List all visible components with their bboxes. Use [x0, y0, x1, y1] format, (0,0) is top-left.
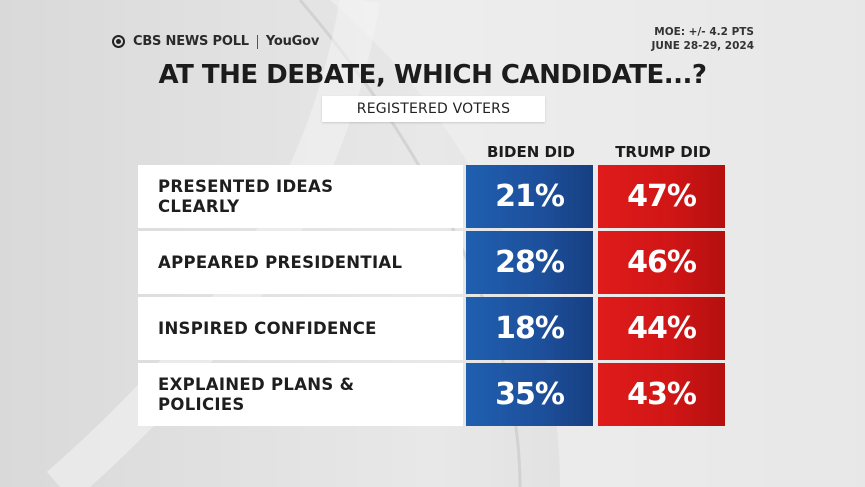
biden-value-cell: 28%	[466, 231, 593, 294]
row-label-text: PRESENTED IDEAS CLEARLY	[158, 176, 334, 216]
column-header-biden: BIDEN DID	[487, 143, 575, 161]
brand-label: CBS NEWS POLL	[133, 34, 249, 49]
cbs-eye-icon	[112, 35, 125, 48]
trump-value-cell: 47%	[598, 165, 725, 228]
row-label: PRESENTED IDEAS CLEARLY	[138, 165, 463, 228]
partner-label: YouGov	[265, 34, 320, 49]
brand-divider	[256, 34, 258, 49]
biden-value-cell: 35%	[466, 363, 593, 426]
row-label: INSPIRED CONFIDENCE	[138, 297, 463, 360]
trump-value-cell: 43%	[598, 363, 725, 426]
row-label: APPEARED PRESIDENTIAL	[138, 231, 463, 294]
trump-value-cell: 46%	[598, 231, 725, 294]
poll-dates: JUNE 28-29, 2024	[651, 40, 755, 52]
trump-value-cell: 44%	[598, 297, 725, 360]
row-label: EXPLAINED PLANS & POLICIES	[138, 363, 463, 426]
margin-of-error: MOE: +/- 4.2 PTS	[654, 26, 754, 38]
column-header-trump: TRUMP DID	[615, 143, 711, 161]
row-label-text: APPEARED PRESIDENTIAL	[158, 252, 403, 272]
poll-meta: MOE: +/- 4.2 PTS JUNE 28-29, 2024	[652, 25, 755, 53]
biden-value-cell: 18%	[466, 297, 593, 360]
header-brand: CBS NEWS POLL YouGov	[112, 34, 319, 49]
chart-subtitle: REGISTERED VOTERS	[322, 96, 545, 122]
row-label-text: INSPIRED CONFIDENCE	[158, 318, 377, 338]
row-label-text: EXPLAINED PLANS & POLICIES	[158, 374, 355, 414]
biden-value-cell: 21%	[466, 165, 593, 228]
chart-title: AT THE DEBATE, WHICH CANDIDATE...?	[158, 60, 707, 90]
